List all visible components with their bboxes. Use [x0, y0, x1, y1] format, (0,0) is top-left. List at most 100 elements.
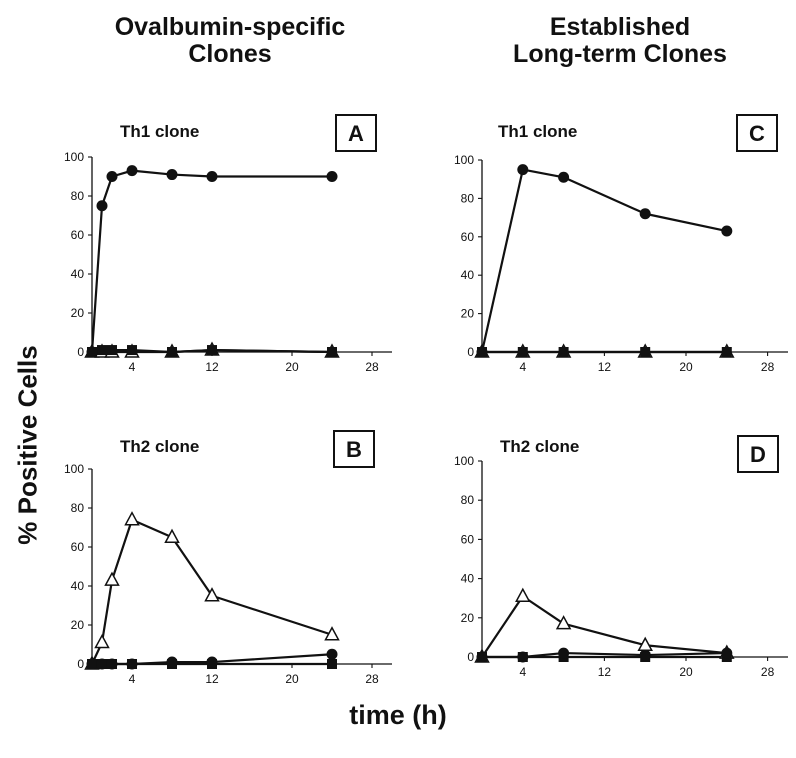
panel-letter: B	[346, 437, 362, 462]
y-tick-label: 100	[64, 150, 84, 164]
data-point-square	[640, 347, 651, 357]
y-tick-label: 100	[454, 153, 474, 167]
y-tick-label: 80	[461, 191, 475, 205]
data-point-triangle	[104, 571, 120, 586]
x-tick-label: 20	[679, 665, 693, 679]
x-tick-label: 4	[129, 360, 136, 374]
panel-letter: D	[750, 442, 766, 467]
panel-letter-box	[333, 430, 375, 468]
data-point-circle	[558, 647, 570, 659]
data-point-circle	[517, 651, 529, 663]
panel-title: Th1 clone	[120, 122, 199, 141]
data-point-circle	[326, 171, 338, 182]
y-tick-label: 60	[461, 230, 475, 244]
y-tick-label: 60	[71, 228, 85, 242]
data-point-triangle	[204, 587, 220, 602]
panel-letter-box	[737, 435, 779, 473]
data-point-triangle	[94, 633, 110, 649]
y-tick-label: 40	[461, 268, 475, 282]
series-line-circle	[480, 168, 728, 353]
x-axis-label: time (h)	[349, 700, 447, 730]
y-tick-label: 80	[71, 501, 85, 515]
x-tick-label: 28	[365, 672, 379, 686]
x-tick-label: 28	[761, 360, 775, 374]
data-point-square	[327, 347, 337, 357]
data-point-square	[127, 345, 137, 356]
data-point-square	[97, 345, 107, 356]
panel-letter: A	[348, 121, 364, 146]
data-point-circle	[476, 651, 488, 663]
panel-title: Th1 clone	[498, 122, 577, 141]
data-point-circle	[517, 164, 529, 176]
data-point-circle	[326, 648, 338, 660]
data-point-triangle	[515, 587, 531, 602]
x-tick-label: 4	[129, 672, 136, 686]
left-column-title: Ovalbumin-specific Clones	[70, 14, 390, 68]
x-tick-label: 12	[205, 672, 219, 686]
right-column-title-line1: Established	[549, 13, 691, 41]
y-tick-label: 0	[77, 657, 84, 671]
y-tick-label: 60	[461, 532, 475, 546]
data-point-circle	[166, 169, 178, 181]
data-point-triangle	[124, 511, 140, 526]
y-tick-label: 100	[64, 462, 84, 476]
data-point-circle	[639, 649, 651, 661]
panel-letter: C	[749, 121, 765, 146]
data-point-triangle	[555, 615, 572, 630]
y-tick-label: 20	[461, 307, 475, 321]
x-tick-label: 4	[519, 665, 526, 679]
data-point-square	[558, 347, 569, 357]
data-point-circle	[96, 658, 108, 670]
y-tick-label: 20	[71, 306, 85, 320]
data-point-circle	[206, 656, 218, 668]
data-point-circle	[639, 208, 651, 220]
panel-letter-box	[335, 114, 377, 152]
panel-title: Th2 clone	[500, 437, 579, 456]
panel-a: 0 20 40 60 80 100 4 12 20 28 Th1 clone A	[64, 114, 392, 374]
x-tick-label: 20	[285, 360, 299, 374]
data-point-circle	[106, 658, 118, 670]
data-point-circle	[106, 171, 118, 182]
data-point-circle	[721, 647, 733, 659]
x-tick-label: 12	[598, 665, 612, 679]
data-point-circle	[126, 658, 138, 670]
y-tick-label: 40	[71, 267, 85, 281]
y-tick-label: 0	[467, 650, 474, 664]
data-point-circle	[558, 171, 570, 183]
data-point-circle	[721, 225, 733, 237]
x-tick-label: 4	[519, 360, 526, 374]
data-point-circle	[206, 171, 218, 182]
panel-d: 0 20 40 60 80 100 4 12 20 28 Th2 clone D	[454, 435, 788, 679]
right-column-title: Established Long-term Clones	[460, 14, 780, 68]
panel-c: 0 20 40 60 80 100 4 12 20 28 Th1 clone C	[454, 114, 788, 374]
left-column-title-line1: Ovalbumin-specific	[114, 13, 346, 41]
data-point-triangle	[324, 626, 340, 641]
y-tick-label: 80	[71, 189, 85, 203]
data-point-square	[207, 345, 217, 356]
x-tick-label: 28	[365, 360, 379, 374]
y-tick-label: 20	[461, 611, 475, 625]
y-tick-label: 40	[71, 579, 85, 593]
data-point-circle	[126, 165, 138, 177]
data-point-square	[167, 347, 177, 357]
x-tick-label: 20	[285, 672, 299, 686]
panel-letter-box	[736, 114, 778, 152]
left-column-title-line2: Clones	[188, 40, 272, 68]
x-tick-label: 28	[761, 665, 775, 679]
y-tick-label: 0	[77, 345, 84, 359]
right-column-title-line2: Long-term Clones	[513, 40, 727, 68]
data-point-square	[327, 659, 337, 669]
data-point-square	[107, 345, 117, 356]
data-point-circle	[86, 346, 98, 358]
y-tick-label: 40	[461, 572, 475, 586]
y-tick-label: 100	[454, 454, 474, 468]
panel-b: 0 20 40 60 80 100 4 12 20 28 Th2 clone B	[64, 430, 392, 686]
y-tick-label: 80	[461, 493, 475, 507]
data-point-circle	[166, 656, 178, 668]
y-tick-label: 20	[71, 618, 85, 632]
x-tick-label: 12	[205, 360, 219, 374]
data-point-circle	[476, 346, 488, 358]
x-tick-label: 20	[679, 360, 693, 374]
panel-title: Th2 clone	[120, 437, 199, 456]
